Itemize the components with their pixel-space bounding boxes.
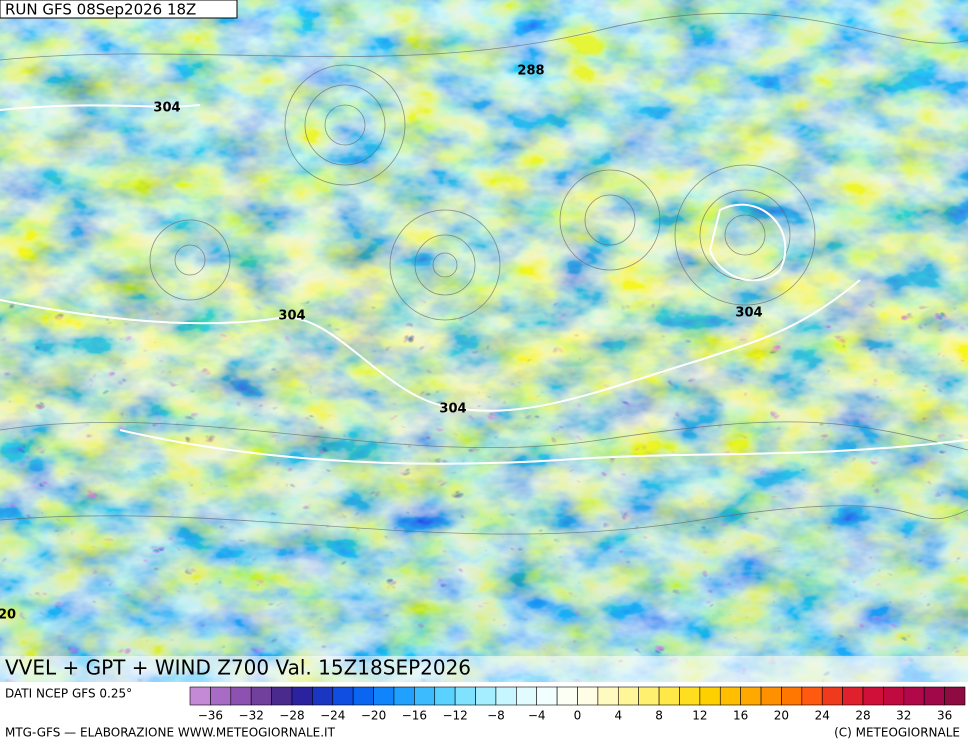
colorbar-swatch [434, 686, 456, 706]
colorbar-tick-label: 16 [733, 709, 748, 723]
contour-label: 304 [735, 306, 762, 321]
colorbar-tick-label: −8 [487, 709, 505, 723]
contour-label: 288 [517, 64, 544, 79]
streamlines [0, 12, 968, 535]
contours [0, 104, 968, 465]
colorbar-swatch [923, 686, 945, 706]
colorbar-tick-label: −16 [402, 709, 427, 723]
colorbar-tick-label: −20 [361, 709, 386, 723]
colorbar-swatch [475, 686, 497, 706]
colorbar-tick-label: −36 [198, 709, 223, 723]
colorbar-swatch [516, 686, 538, 706]
footer-left: MTG-GFS — ELABORAZIONE WWW.METEOGIORNALE… [5, 726, 336, 740]
colorbar-tick-label: −12 [442, 709, 467, 723]
colorbar-swatch [883, 686, 905, 706]
colorbar-swatch [189, 686, 211, 706]
colorbar-swatch [699, 686, 721, 706]
colorbar-swatch [903, 686, 925, 706]
colorbar-swatch [781, 686, 803, 706]
colorbar-tick-label: −24 [320, 709, 345, 723]
colorbar-swatch [332, 686, 354, 706]
colorbar-tick-label: 12 [692, 709, 707, 723]
title-band [0, 656, 968, 682]
contour-label: 304 [153, 101, 180, 116]
footer-right: (C) METEOGIORNALE [834, 726, 960, 740]
colorbar-swatch [821, 686, 843, 706]
colorbar-tick-label: −28 [279, 709, 304, 723]
colorbar-swatch [352, 686, 374, 706]
colorbar-swatch [658, 686, 680, 706]
colorbar-tick-label: 8 [655, 709, 663, 723]
colorbar-tick-label: 20 [774, 709, 789, 723]
colorbar-swatch [597, 686, 619, 706]
colorbar-tick-label: 36 [937, 709, 952, 723]
source-label: DATI NCEP GFS 0.25° [5, 687, 132, 701]
colorbar-tick-label: 28 [855, 709, 870, 723]
colorbar-swatch [230, 686, 252, 706]
colorbar-swatch [740, 686, 762, 706]
colorbar-swatch [842, 686, 864, 706]
contour-label: 304 [278, 309, 305, 324]
product-title: VVEL + GPT + WIND Z700 Val. 15Z18SEP2026 [5, 656, 471, 680]
colorbar-swatch [679, 686, 701, 706]
colorbar-swatch [393, 686, 415, 706]
colorbar-swatch [536, 686, 558, 706]
colorbar-swatch [617, 686, 639, 706]
contour-label: 304 [439, 402, 466, 417]
colorbar-swatch [250, 686, 272, 706]
colorbar-swatch [414, 686, 436, 706]
colorbar-swatch [312, 686, 334, 706]
colorbar-swatch [862, 686, 884, 706]
colorbar-tick-label: 32 [896, 709, 911, 723]
contour-label: 20 [0, 608, 16, 623]
colorbar-swatch [944, 686, 966, 706]
colorbar: −36 −32 −28 −24 −20 −16 −12 −8 −4 0 4 8 12 16 20 24 28 32… [189, 686, 966, 723]
vvel-strong [0, 300, 968, 682]
colorbar-swatch [271, 686, 293, 706]
colorbar-tick-label: 0 [574, 709, 582, 723]
colorbar-swatch [577, 686, 599, 706]
colorbar-swatch [556, 686, 578, 706]
colorbar-swatch [719, 686, 741, 706]
colorbar-swatch [291, 686, 313, 706]
colorbar-tick-label: 24 [815, 709, 830, 723]
colorbar-tick-label: −4 [528, 709, 546, 723]
header-box [0, 0, 238, 19]
colorbar-swatch [210, 686, 232, 706]
colorbar-tick-label: −32 [239, 709, 264, 723]
colorbar-tick-label: 4 [614, 709, 622, 723]
colorbar-swatch [638, 686, 660, 706]
run-label: RUN GFS 08Sep2026 18Z [5, 1, 196, 19]
colorbar-swatch [801, 686, 823, 706]
colorbar-swatch [495, 686, 517, 706]
colorbar-swatch [454, 686, 476, 706]
colorbar-swatch [760, 686, 782, 706]
colorbar-swatch [373, 686, 395, 706]
